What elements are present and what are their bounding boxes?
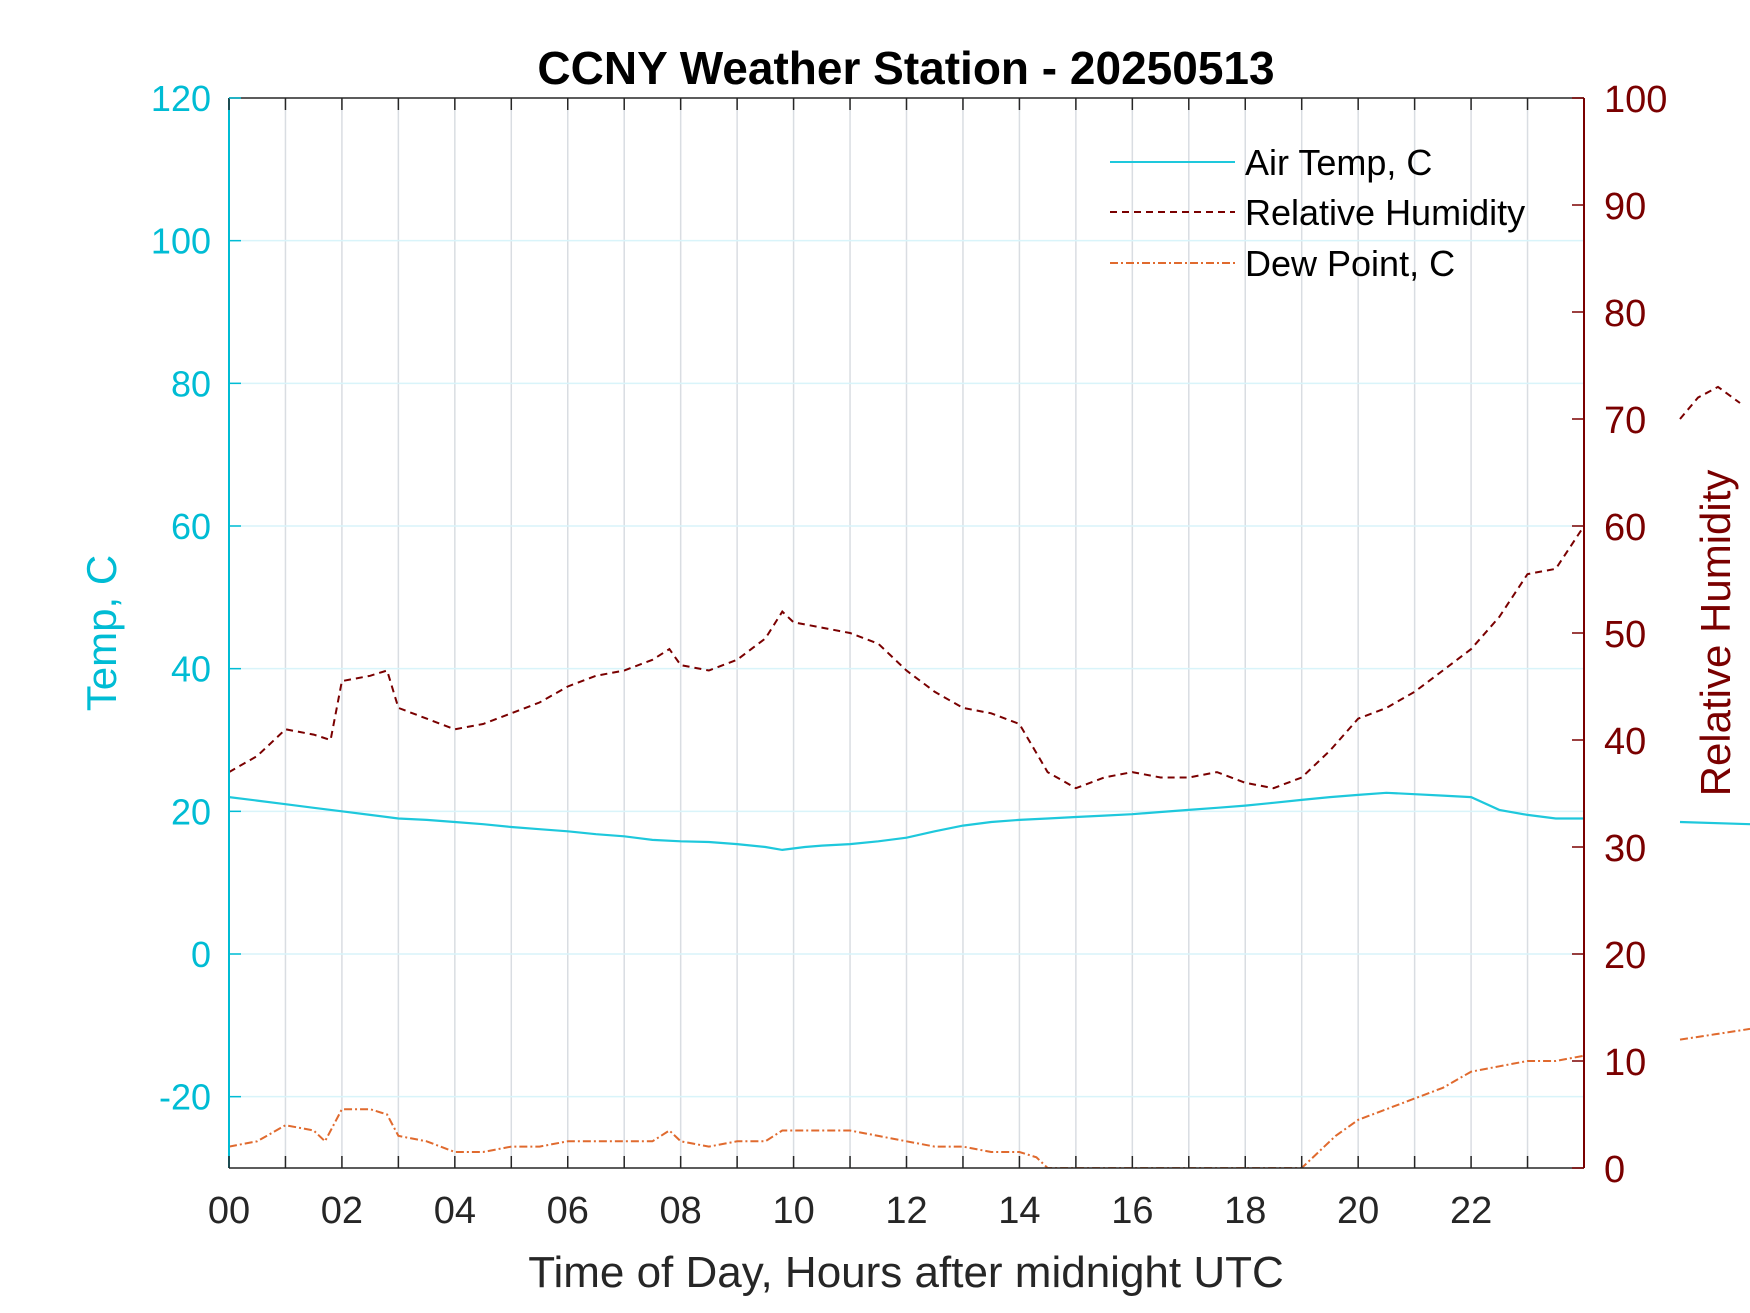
grid [229, 98, 1584, 1168]
y-right-tick-label-30: 30 [1604, 828, 1646, 870]
outside-plot-fragments [1679, 385, 1750, 1041]
y-right-tick-label-20: 20 [1604, 935, 1646, 977]
x-tick-label-16: 16 [1111, 1190, 1153, 1232]
y-right-tick-label-50: 50 [1604, 614, 1646, 656]
relative-humidity-line [229, 525, 1584, 790]
x-axis-label: Time of Day, Hours after midnight UTC [528, 1248, 1284, 1297]
y-right-tick-label-90: 90 [1604, 186, 1646, 228]
x-tick-label-04: 04 [434, 1190, 476, 1232]
x-tick-label-08: 08 [660, 1190, 702, 1232]
legend-label-air-temp: Air Temp, C [1245, 142, 1432, 183]
y-right-tick-label-100: 100 [1604, 79, 1667, 121]
x-tick-label-14: 14 [998, 1190, 1040, 1232]
y-left-tick-label-60: 60 [171, 506, 211, 547]
humidity-fragment [1679, 385, 1741, 420]
x-tick-label-00: 00 [208, 1190, 250, 1232]
y-left-tick-label--20: -20 [159, 1077, 211, 1118]
y-left-tick-label-20: 20 [171, 791, 211, 832]
x-tick-label-02: 02 [321, 1190, 363, 1232]
y-right-tick-label-60: 60 [1604, 507, 1646, 549]
air-temp-fragment [1679, 820, 1750, 826]
y-right-tick-label-70: 70 [1604, 400, 1646, 442]
legend-label-dew-point: Dew Point, C [1245, 243, 1455, 284]
y-left-axis-label: Temp, C [78, 555, 125, 711]
air-temp-line [229, 791, 1584, 852]
dew-point-line [229, 1054, 1584, 1168]
x-tick-label-06: 06 [547, 1190, 589, 1232]
y-right-tick-label-40: 40 [1604, 721, 1646, 763]
legend-label-humidity: Relative Humidity [1245, 192, 1525, 233]
x-tick-label-20: 20 [1337, 1190, 1379, 1232]
y-left-tick-label-100: 100 [151, 221, 211, 262]
y-left-tick-label-40: 40 [171, 649, 211, 690]
dew-point-fragment [1679, 1027, 1750, 1041]
y-left-tick-label-80: 80 [171, 363, 211, 404]
y-left-tick-label-0: 0 [191, 934, 211, 975]
y-right-axis-label: Relative Humidity [1692, 470, 1739, 797]
x-tick-label-10: 10 [772, 1190, 814, 1232]
y-right-tick-label-80: 80 [1604, 293, 1646, 335]
y-right-tick-label-10: 10 [1604, 1042, 1646, 1084]
x-tick-label-18: 18 [1224, 1190, 1266, 1232]
legend: Air Temp, C Relative Humidity Dew Point,… [1110, 142, 1525, 284]
x-tick-label-22: 22 [1450, 1190, 1492, 1232]
y-left-tick-label-120: 120 [151, 78, 211, 119]
chart-title: CCNY Weather Station - 20250513 [537, 42, 1274, 94]
y-right-tick-label-0: 0 [1604, 1149, 1625, 1191]
tick-labels: 00 02 04 06 08 10 12 14 16 18 20 22-200204060801001… [151, 78, 1667, 1232]
x-tick-label-12: 12 [885, 1190, 927, 1232]
series-group [229, 525, 1584, 1168]
tick-marks [228, 97, 1584, 1169]
